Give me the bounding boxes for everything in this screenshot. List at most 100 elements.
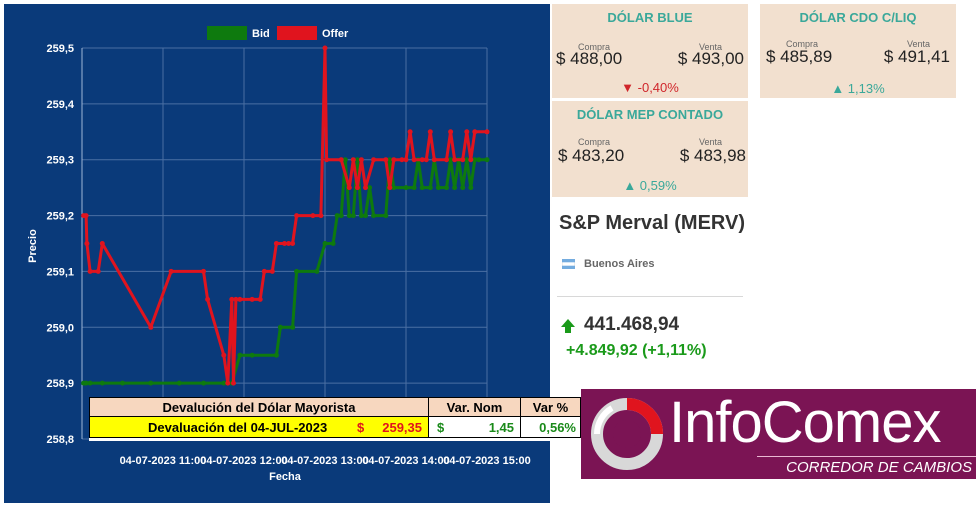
venta-value: $ 491,41 (883, 47, 950, 66)
var-nom-value: 1,45 (488, 419, 514, 435)
card-title: DÓLAR CDO C/LIQ (799, 10, 917, 25)
data-point-offer (419, 157, 425, 163)
data-point-offer (205, 296, 211, 302)
legend-label-offer[interactable]: Offer (322, 28, 349, 40)
card-title: DÓLAR MEP CONTADO (576, 107, 724, 122)
data-point-offer (472, 129, 478, 135)
compra-value: $ 488,00 (556, 49, 623, 68)
y-tick-label: 259,3 (46, 155, 74, 167)
y-tick-label: 258,9 (46, 378, 74, 390)
legend-swatch-offer[interactable] (277, 26, 317, 40)
x-tick-label: 04-07-2023 12:00 (200, 455, 287, 467)
data-point-offer (201, 268, 206, 274)
compra-label: Compra (578, 137, 611, 147)
data-point-offer (354, 185, 360, 191)
data-point-bid (435, 185, 441, 191)
data-point-offer (464, 129, 470, 135)
infocomex-logo[interactable]: InfoComex CORREDOR DE CAMBIOS (581, 389, 976, 479)
data-point-offer (257, 296, 263, 302)
chart-svg: 259,5 259,4 259,3 259,2 259,1 259,0 258,9 258,8… (27, 26, 531, 483)
data-point-bid (237, 352, 243, 358)
card-dolar-mep[interactable]: DÓLAR MEP CONTADO Compra Venta $ 483,20 … (552, 101, 748, 197)
data-point-bid (484, 157, 490, 163)
data-point-offer (269, 268, 275, 274)
devaluation-date-label: Devaluación del 04-JUL-2023 (148, 419, 328, 435)
data-point-bid (460, 185, 466, 191)
change-value: ▼ -0,40% (621, 80, 679, 95)
data-point-offer (363, 185, 368, 191)
var-pct-value: 0,56% (539, 419, 576, 435)
compra-label: Compra (786, 39, 819, 49)
data-point-offer (423, 157, 429, 163)
venta-label: Venta (698, 137, 722, 147)
data-point-bid (87, 380, 93, 386)
logo-brand: InfoComex (669, 390, 941, 455)
data-point-offer (324, 157, 330, 163)
data-point-bid (468, 185, 474, 191)
legend-label-bid[interactable]: Bid (252, 28, 270, 40)
data-point-bid (448, 157, 454, 163)
devaluation-table: Devalución del Dólar Mayorista Var. Nom … (89, 397, 581, 441)
devaluation-currency: $ (357, 419, 365, 435)
data-point-offer (294, 213, 300, 219)
data-point-bid (314, 268, 320, 274)
data-point-bid (391, 185, 397, 191)
data-point-bid (476, 157, 482, 163)
y-tick-label: 259,2 (46, 211, 74, 223)
table-header-var-nom: Var. Nom (428, 397, 521, 417)
card-dolar-cdo-liq[interactable]: DÓLAR CDO C/LIQ Compra Venta $ 485,89 $ … (760, 4, 956, 98)
data-point-offer (225, 380, 231, 386)
data-point-offer (460, 157, 466, 163)
merval-title[interactable]: S&P Merval (MERV) (559, 212, 745, 234)
venta-label: Venta (906, 39, 930, 49)
data-point-offer (484, 129, 490, 135)
devaluation-price: 259,35 (382, 419, 422, 435)
data-point-bid (350, 213, 356, 219)
card-dolar-blue[interactable]: DÓLAR BLUE Compra Venta $ 488,00 $ 493,0… (552, 4, 748, 98)
table-header-var-pct: Var % (520, 397, 581, 417)
y-tick-label: 259,1 (46, 266, 74, 278)
venta-label: Venta (698, 42, 722, 52)
data-point-bid (334, 213, 340, 219)
data-point-bid (338, 213, 344, 219)
data-point-bid (176, 380, 182, 386)
venta-value: $ 493,00 (677, 49, 744, 68)
x-tick-label: 04-07-2023 13:00 (281, 455, 368, 467)
data-point-offer (282, 241, 287, 246)
data-point-bid (277, 324, 283, 330)
argentina-flag-icon (562, 259, 575, 269)
legend-swatch-bid[interactable] (207, 26, 247, 40)
data-point-offer (448, 129, 454, 135)
data-point-bid (444, 185, 449, 191)
data-point-offer (318, 213, 324, 219)
logo-divider (757, 456, 976, 457)
data-point-offer (322, 45, 328, 51)
card-title: DÓLAR BLUE (607, 10, 693, 25)
change-value: ▲ 0,59% (623, 178, 677, 193)
data-point-bid (148, 380, 154, 386)
data-point-bid (346, 213, 352, 219)
data-point-offer (346, 185, 352, 191)
data-point-offer (83, 213, 89, 219)
data-point-bid (371, 213, 377, 219)
data-point-bid (249, 352, 255, 358)
x-tick-label: 04-07-2023 14:00 (362, 455, 449, 467)
data-point-bid (403, 185, 409, 191)
data-point-bid (294, 268, 300, 274)
data-point-bid (201, 380, 206, 386)
y-axis-label: Precio (27, 229, 39, 263)
data-point-offer (84, 241, 90, 246)
data-point-bid (452, 185, 458, 191)
data-point-offer (371, 157, 377, 163)
data-point-offer (95, 268, 101, 274)
data-point-bid (83, 380, 89, 386)
data-point-bid (330, 241, 336, 246)
data-point-offer (350, 157, 356, 163)
data-point-offer (403, 157, 409, 163)
x-tick-label: 04-07-2023 11:00 (120, 455, 207, 467)
data-point-offer (407, 129, 413, 135)
data-point-bid (363, 213, 368, 219)
merval-value: 441.468,94 (584, 314, 680, 335)
data-point-offer (383, 157, 389, 163)
y-tick-label: 259,0 (46, 322, 74, 334)
